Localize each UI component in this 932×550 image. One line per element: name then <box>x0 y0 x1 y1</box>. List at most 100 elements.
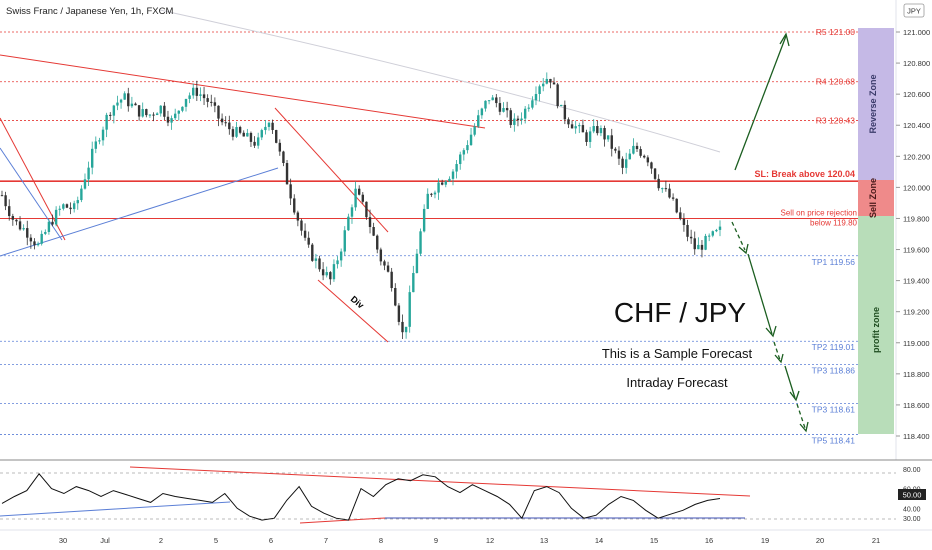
rsi-current-value: 50.00 <box>903 491 922 500</box>
candle-body <box>166 116 170 123</box>
candle-body <box>682 218 686 225</box>
candle-body <box>325 272 328 276</box>
price-tick-labels: 121.000 120.800 120.600 120.400 120.200 120.0… <box>896 28 930 441</box>
candle-body <box>29 237 33 242</box>
candle-body <box>552 82 556 85</box>
candle-body <box>523 108 527 119</box>
candle-body <box>123 93 126 100</box>
time-tick-label: 15 <box>650 536 658 545</box>
candle-body <box>318 258 321 270</box>
candle-body <box>267 122 271 127</box>
candle-body <box>509 110 512 125</box>
candle-body <box>65 204 69 208</box>
candle-body <box>22 228 25 230</box>
candle-body <box>643 155 646 158</box>
price-tick-label: 120.400 <box>903 121 930 130</box>
candle-body <box>621 158 624 168</box>
candle-body <box>112 105 116 116</box>
candle-body <box>671 197 675 199</box>
candle-body <box>242 132 245 137</box>
candle-body <box>588 131 592 142</box>
level-label-tp5: TP5 118.41 <box>812 435 856 445</box>
price-tick-label: 121.000 <box>903 28 930 37</box>
currency-badge[interactable] <box>903 3 925 18</box>
reverse-zone-label: Reverse Zone <box>868 74 878 133</box>
candle-body <box>18 221 22 230</box>
candle-body <box>368 217 372 228</box>
candle-body <box>47 221 51 232</box>
moving-average <box>159 9 721 153</box>
candle-body <box>275 130 278 143</box>
candle-body <box>311 244 314 261</box>
time-tick-label: Jul <box>100 536 110 545</box>
candle-body <box>105 114 108 130</box>
candle-body <box>603 128 606 140</box>
candle-body <box>570 124 574 129</box>
candle-body <box>689 236 693 239</box>
candle-body <box>668 188 671 198</box>
candle-body <box>152 114 155 116</box>
time-tick-label: 8 <box>379 536 383 545</box>
time-tick-labels: 30 Jul 2 5 6 7 8 9 12 13 14 15 16 19 20 21 <box>59 536 880 545</box>
candle-body <box>679 212 682 219</box>
candle-body <box>422 208 426 232</box>
candle-body <box>693 238 696 250</box>
candle-body <box>36 243 40 246</box>
candle-body <box>617 150 621 159</box>
candle-body <box>390 271 393 289</box>
candle-body <box>181 106 184 111</box>
rsi-tick-label: 30.00 <box>903 516 921 523</box>
candle-body <box>206 98 209 102</box>
support-trendline <box>0 167 279 257</box>
candle-body <box>596 126 599 134</box>
candle-body <box>433 192 437 195</box>
candle-body <box>76 200 79 204</box>
candle-body <box>199 94 202 96</box>
candle-body <box>578 125 581 127</box>
candle-body <box>51 221 54 225</box>
candle-body <box>83 179 87 189</box>
candle-body <box>675 198 678 213</box>
candle-body <box>430 193 433 195</box>
price-tick-label: 118.800 <box>903 370 930 379</box>
candle-body <box>15 219 18 222</box>
candlesticks <box>0 72 722 339</box>
candle-body <box>704 235 707 250</box>
level-label-r5: R5 121.00 <box>816 27 855 37</box>
candle-body <box>62 204 65 209</box>
price-axis: JPY 121.000120.800120.600120.400120.2001… <box>895 0 930 460</box>
candle-body <box>307 237 310 245</box>
down-arrow-4-head <box>789 390 800 402</box>
candle-body <box>155 113 159 116</box>
down-arrow-5 <box>796 403 806 429</box>
candle-body <box>469 134 473 146</box>
candle-body <box>339 251 343 261</box>
profit-zone-label: profit zone <box>871 307 881 353</box>
down-arrow-1 <box>731 221 746 251</box>
candle-body <box>502 108 505 112</box>
candle-body <box>437 182 440 193</box>
candle-body <box>296 212 300 221</box>
time-tick-label: 5 <box>214 536 218 545</box>
rsi-current-badge <box>898 489 926 500</box>
rsi-div-line <box>299 517 386 524</box>
candle-body <box>585 132 588 142</box>
candle-body <box>560 104 563 107</box>
price-tick-label: 119.800 <box>903 214 930 223</box>
divergence-line <box>317 279 389 343</box>
candle-body <box>303 230 307 238</box>
price-tick-label: 118.600 <box>903 401 930 410</box>
candle-body <box>394 288 397 306</box>
candle-body <box>44 231 47 234</box>
sell-zone-label: Sell Zone <box>868 178 878 218</box>
candle-body <box>556 84 559 107</box>
candle-body <box>357 188 361 195</box>
candle-body <box>365 201 368 218</box>
candle-body <box>711 231 714 236</box>
rsi-support-trendline <box>0 501 231 517</box>
down-arrow-2 <box>747 253 773 335</box>
candle-body <box>545 78 549 84</box>
down-arrow-4 <box>784 365 796 399</box>
candle-body <box>657 178 660 189</box>
candle-body <box>343 230 346 252</box>
